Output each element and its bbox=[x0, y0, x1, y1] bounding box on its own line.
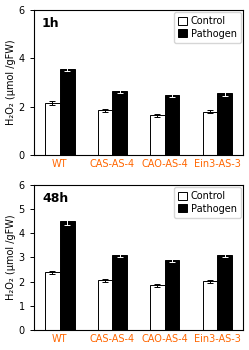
Bar bbox=[165, 94, 180, 155]
Y-axis label: H₂O₂ (μmol /gFW): H₂O₂ (μmol /gFW) bbox=[5, 40, 15, 125]
Bar bbox=[45, 103, 60, 155]
Bar bbox=[202, 281, 217, 330]
Bar bbox=[217, 93, 232, 155]
Bar bbox=[112, 255, 127, 330]
Y-axis label: H₂O₂ (μmol /gFW): H₂O₂ (μmol /gFW) bbox=[5, 215, 15, 300]
Text: 1h: 1h bbox=[42, 17, 60, 30]
Bar bbox=[150, 285, 165, 330]
Bar bbox=[112, 91, 127, 155]
Bar bbox=[60, 221, 74, 330]
Text: 48h: 48h bbox=[42, 192, 68, 205]
Bar bbox=[165, 260, 180, 330]
Bar bbox=[60, 69, 74, 155]
Legend: Control, Pathogen: Control, Pathogen bbox=[174, 188, 241, 218]
Bar bbox=[202, 112, 217, 155]
Bar bbox=[45, 272, 60, 330]
Bar bbox=[150, 115, 165, 155]
Bar bbox=[98, 280, 112, 330]
Legend: Control, Pathogen: Control, Pathogen bbox=[174, 13, 241, 43]
Bar bbox=[98, 110, 112, 155]
Bar bbox=[217, 256, 232, 330]
